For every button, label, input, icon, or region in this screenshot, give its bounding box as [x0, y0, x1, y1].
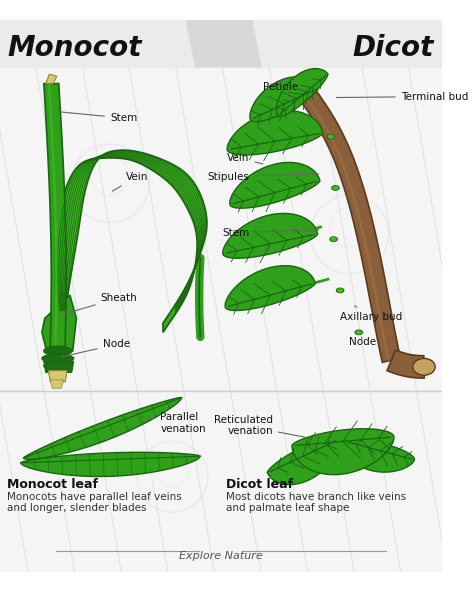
Text: Vein: Vein: [228, 153, 263, 164]
Text: Axillary bud: Axillary bud: [340, 306, 402, 321]
Polygon shape: [48, 371, 67, 382]
Ellipse shape: [338, 289, 342, 292]
Polygon shape: [223, 213, 318, 258]
Text: Parallel
venation: Parallel venation: [141, 412, 206, 433]
Polygon shape: [230, 162, 320, 208]
Polygon shape: [55, 150, 207, 332]
Polygon shape: [23, 398, 182, 459]
Polygon shape: [346, 440, 414, 472]
Bar: [0, 20, 442, 67]
Polygon shape: [44, 361, 73, 372]
Polygon shape: [50, 380, 64, 388]
Text: Node: Node: [349, 337, 376, 347]
Ellipse shape: [44, 346, 72, 356]
Polygon shape: [267, 438, 339, 485]
Polygon shape: [250, 77, 318, 122]
Polygon shape: [225, 266, 315, 311]
Polygon shape: [42, 295, 76, 356]
Text: Terminal bud: Terminal bud: [337, 92, 468, 102]
Text: Vein: Vein: [112, 172, 148, 191]
Text: Monocot leaf: Monocot leaf: [8, 478, 99, 491]
Ellipse shape: [330, 237, 337, 242]
Text: Node: Node: [62, 339, 129, 357]
Ellipse shape: [413, 358, 435, 375]
Text: and longer, slender blades: and longer, slender blades: [8, 503, 147, 513]
Ellipse shape: [42, 354, 73, 363]
Polygon shape: [44, 83, 66, 356]
Ellipse shape: [333, 186, 338, 189]
Ellipse shape: [328, 135, 333, 138]
Ellipse shape: [337, 288, 344, 292]
Text: Sheath: Sheath: [59, 293, 137, 316]
Polygon shape: [387, 350, 424, 378]
Polygon shape: [20, 452, 201, 477]
Text: Stem: Stem: [59, 112, 137, 123]
Polygon shape: [292, 429, 394, 475]
Ellipse shape: [332, 185, 339, 190]
Ellipse shape: [355, 330, 363, 334]
Text: Stipules: Stipules: [208, 172, 319, 182]
Text: and palmate leaf shape: and palmate leaf shape: [226, 503, 349, 513]
Ellipse shape: [327, 134, 335, 139]
Text: Dicot leaf: Dicot leaf: [226, 478, 292, 491]
Text: Petiole: Petiole: [263, 82, 298, 102]
Text: Monocot: Monocot: [8, 34, 142, 62]
Text: Stem: Stem: [222, 228, 319, 237]
Polygon shape: [46, 74, 57, 83]
Text: Reticulated
venation: Reticulated venation: [214, 415, 305, 437]
Ellipse shape: [44, 362, 72, 369]
Ellipse shape: [356, 331, 361, 334]
Text: Dicot: Dicot: [353, 34, 434, 62]
Text: Most dicots have branch like veins: Most dicots have branch like veins: [226, 492, 406, 502]
Polygon shape: [300, 89, 401, 362]
Text: Monocots have parallel leaf veins: Monocots have parallel leaf veins: [8, 492, 182, 502]
Polygon shape: [276, 69, 328, 117]
Text: Explore Nature: Explore Nature: [179, 551, 263, 561]
Polygon shape: [227, 111, 323, 155]
Ellipse shape: [331, 238, 336, 240]
Polygon shape: [186, 20, 261, 67]
